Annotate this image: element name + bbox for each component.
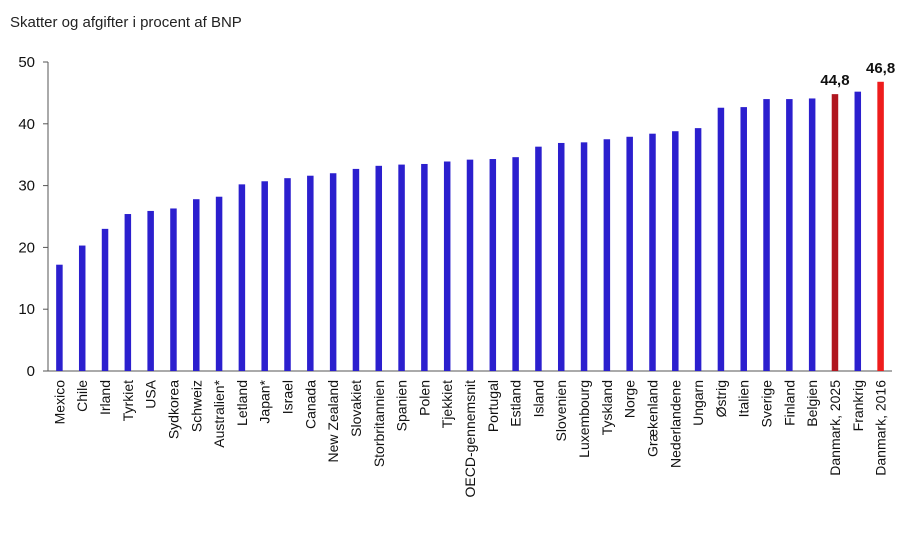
x-tick-label: Chile	[74, 380, 90, 412]
x-tick-label: Letland	[234, 380, 250, 426]
bar	[535, 146, 542, 371]
bar	[877, 81, 884, 371]
bar	[375, 165, 383, 371]
bar	[580, 142, 588, 371]
bar	[307, 175, 314, 371]
x-tick-label: Slovenien	[553, 380, 569, 442]
x-tick-label: Norge	[622, 380, 638, 418]
x-tick-label: Israel	[280, 380, 296, 414]
y-tick-label: 10	[18, 301, 35, 318]
x-tick-label: Irland	[97, 380, 113, 415]
x-tick-label: Canada	[302, 380, 318, 429]
x-tick-label: Spanien	[394, 380, 410, 431]
x-tick-label: OECD-gennemsnit	[462, 380, 478, 498]
bar	[672, 131, 679, 371]
bar	[398, 164, 405, 371]
bar	[717, 107, 725, 371]
bar	[284, 178, 291, 371]
x-tick-label: Tyrkiet	[120, 380, 136, 421]
x-tick-label: Australien*	[211, 379, 227, 447]
bar	[238, 184, 246, 371]
x-tick-label: Finland	[781, 380, 797, 426]
x-tick-label: Japan*	[257, 379, 273, 423]
x-tick-label: Luxembourg	[576, 380, 592, 458]
x-tick-label: Slovakiet	[348, 380, 364, 437]
x-tick-label: Belgien	[804, 380, 820, 427]
x-tick-label: Schweiz	[188, 380, 204, 432]
chart-title: Skatter og afgifter i procent af BNP	[10, 14, 242, 31]
bar	[786, 99, 793, 371]
bar	[215, 196, 223, 371]
data-label: 46,8	[866, 60, 895, 77]
bar	[557, 142, 565, 371]
x-tick-label: Polen	[416, 380, 432, 416]
bar	[147, 210, 154, 371]
x-tick-label: New Zealand	[325, 380, 341, 463]
x-tick-label: Danmark, 2025	[827, 380, 843, 476]
x-tick-label: Island	[530, 380, 546, 417]
bar	[443, 161, 451, 371]
y-tick-label: 30	[18, 178, 35, 195]
bar	[170, 208, 177, 371]
x-tick-label: Nederlandene	[667, 380, 683, 468]
bar	[808, 98, 816, 372]
bar	[489, 159, 497, 371]
category-labels: Mexico Chile Irland Tyrkiet USA Sydkorea Schwe…	[51, 379, 888, 497]
bar	[649, 133, 656, 371]
x-tick-label: USA	[143, 379, 159, 408]
data-labels: 44,8 46,8	[820, 60, 895, 89]
x-tick-label: Sydkorea	[165, 380, 181, 439]
x-tick-label: Mexico	[51, 380, 67, 425]
bar	[193, 199, 200, 371]
bar	[101, 228, 109, 371]
x-tick-label: Italien	[736, 380, 752, 417]
bar	[831, 94, 839, 371]
y-tick-label: 0	[27, 363, 35, 380]
bar	[740, 107, 747, 372]
x-tick-label: Grækenland	[644, 380, 660, 457]
x-tick-label: Portugal	[485, 380, 501, 432]
bar	[352, 168, 360, 371]
bar	[603, 139, 611, 371]
bar	[78, 245, 86, 371]
bar	[329, 173, 337, 371]
bar	[854, 91, 862, 371]
x-tick-label: Ungarn	[690, 380, 706, 426]
x-tick-label: Frankrig	[850, 380, 866, 431]
bar	[124, 214, 132, 371]
bar	[626, 136, 633, 371]
bar	[56, 264, 63, 371]
x-tick-label: Danmark, 2016	[873, 380, 889, 476]
x-tick-label: Østrig	[713, 380, 729, 417]
x-tick-label: Sverige	[759, 380, 775, 428]
bars	[56, 81, 884, 372]
y-tick-label: 40	[18, 116, 35, 133]
bar	[421, 163, 428, 371]
bar	[694, 128, 702, 371]
y-tick-label: 50	[18, 54, 35, 71]
bar	[261, 181, 268, 371]
data-label: 44,8	[820, 72, 849, 89]
bar	[763, 99, 770, 371]
x-tick-label: Storbritannien	[371, 380, 387, 467]
bar	[466, 159, 474, 371]
x-tick-label: Estland	[508, 380, 524, 427]
y-tick-label: 20	[18, 239, 35, 256]
bar	[512, 157, 519, 371]
x-tick-label: Tyskland	[599, 380, 615, 435]
x-tick-label: Tjekkiet	[439, 380, 455, 428]
